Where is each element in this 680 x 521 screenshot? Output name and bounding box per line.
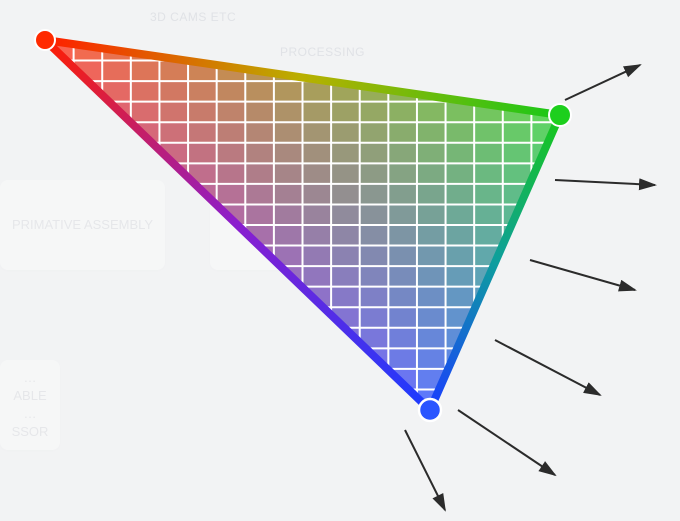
vertex-blue-icon xyxy=(419,399,441,421)
vertex-green-icon xyxy=(549,104,571,126)
vertex-red-icon xyxy=(35,30,55,50)
triangle-diagram xyxy=(0,0,680,521)
